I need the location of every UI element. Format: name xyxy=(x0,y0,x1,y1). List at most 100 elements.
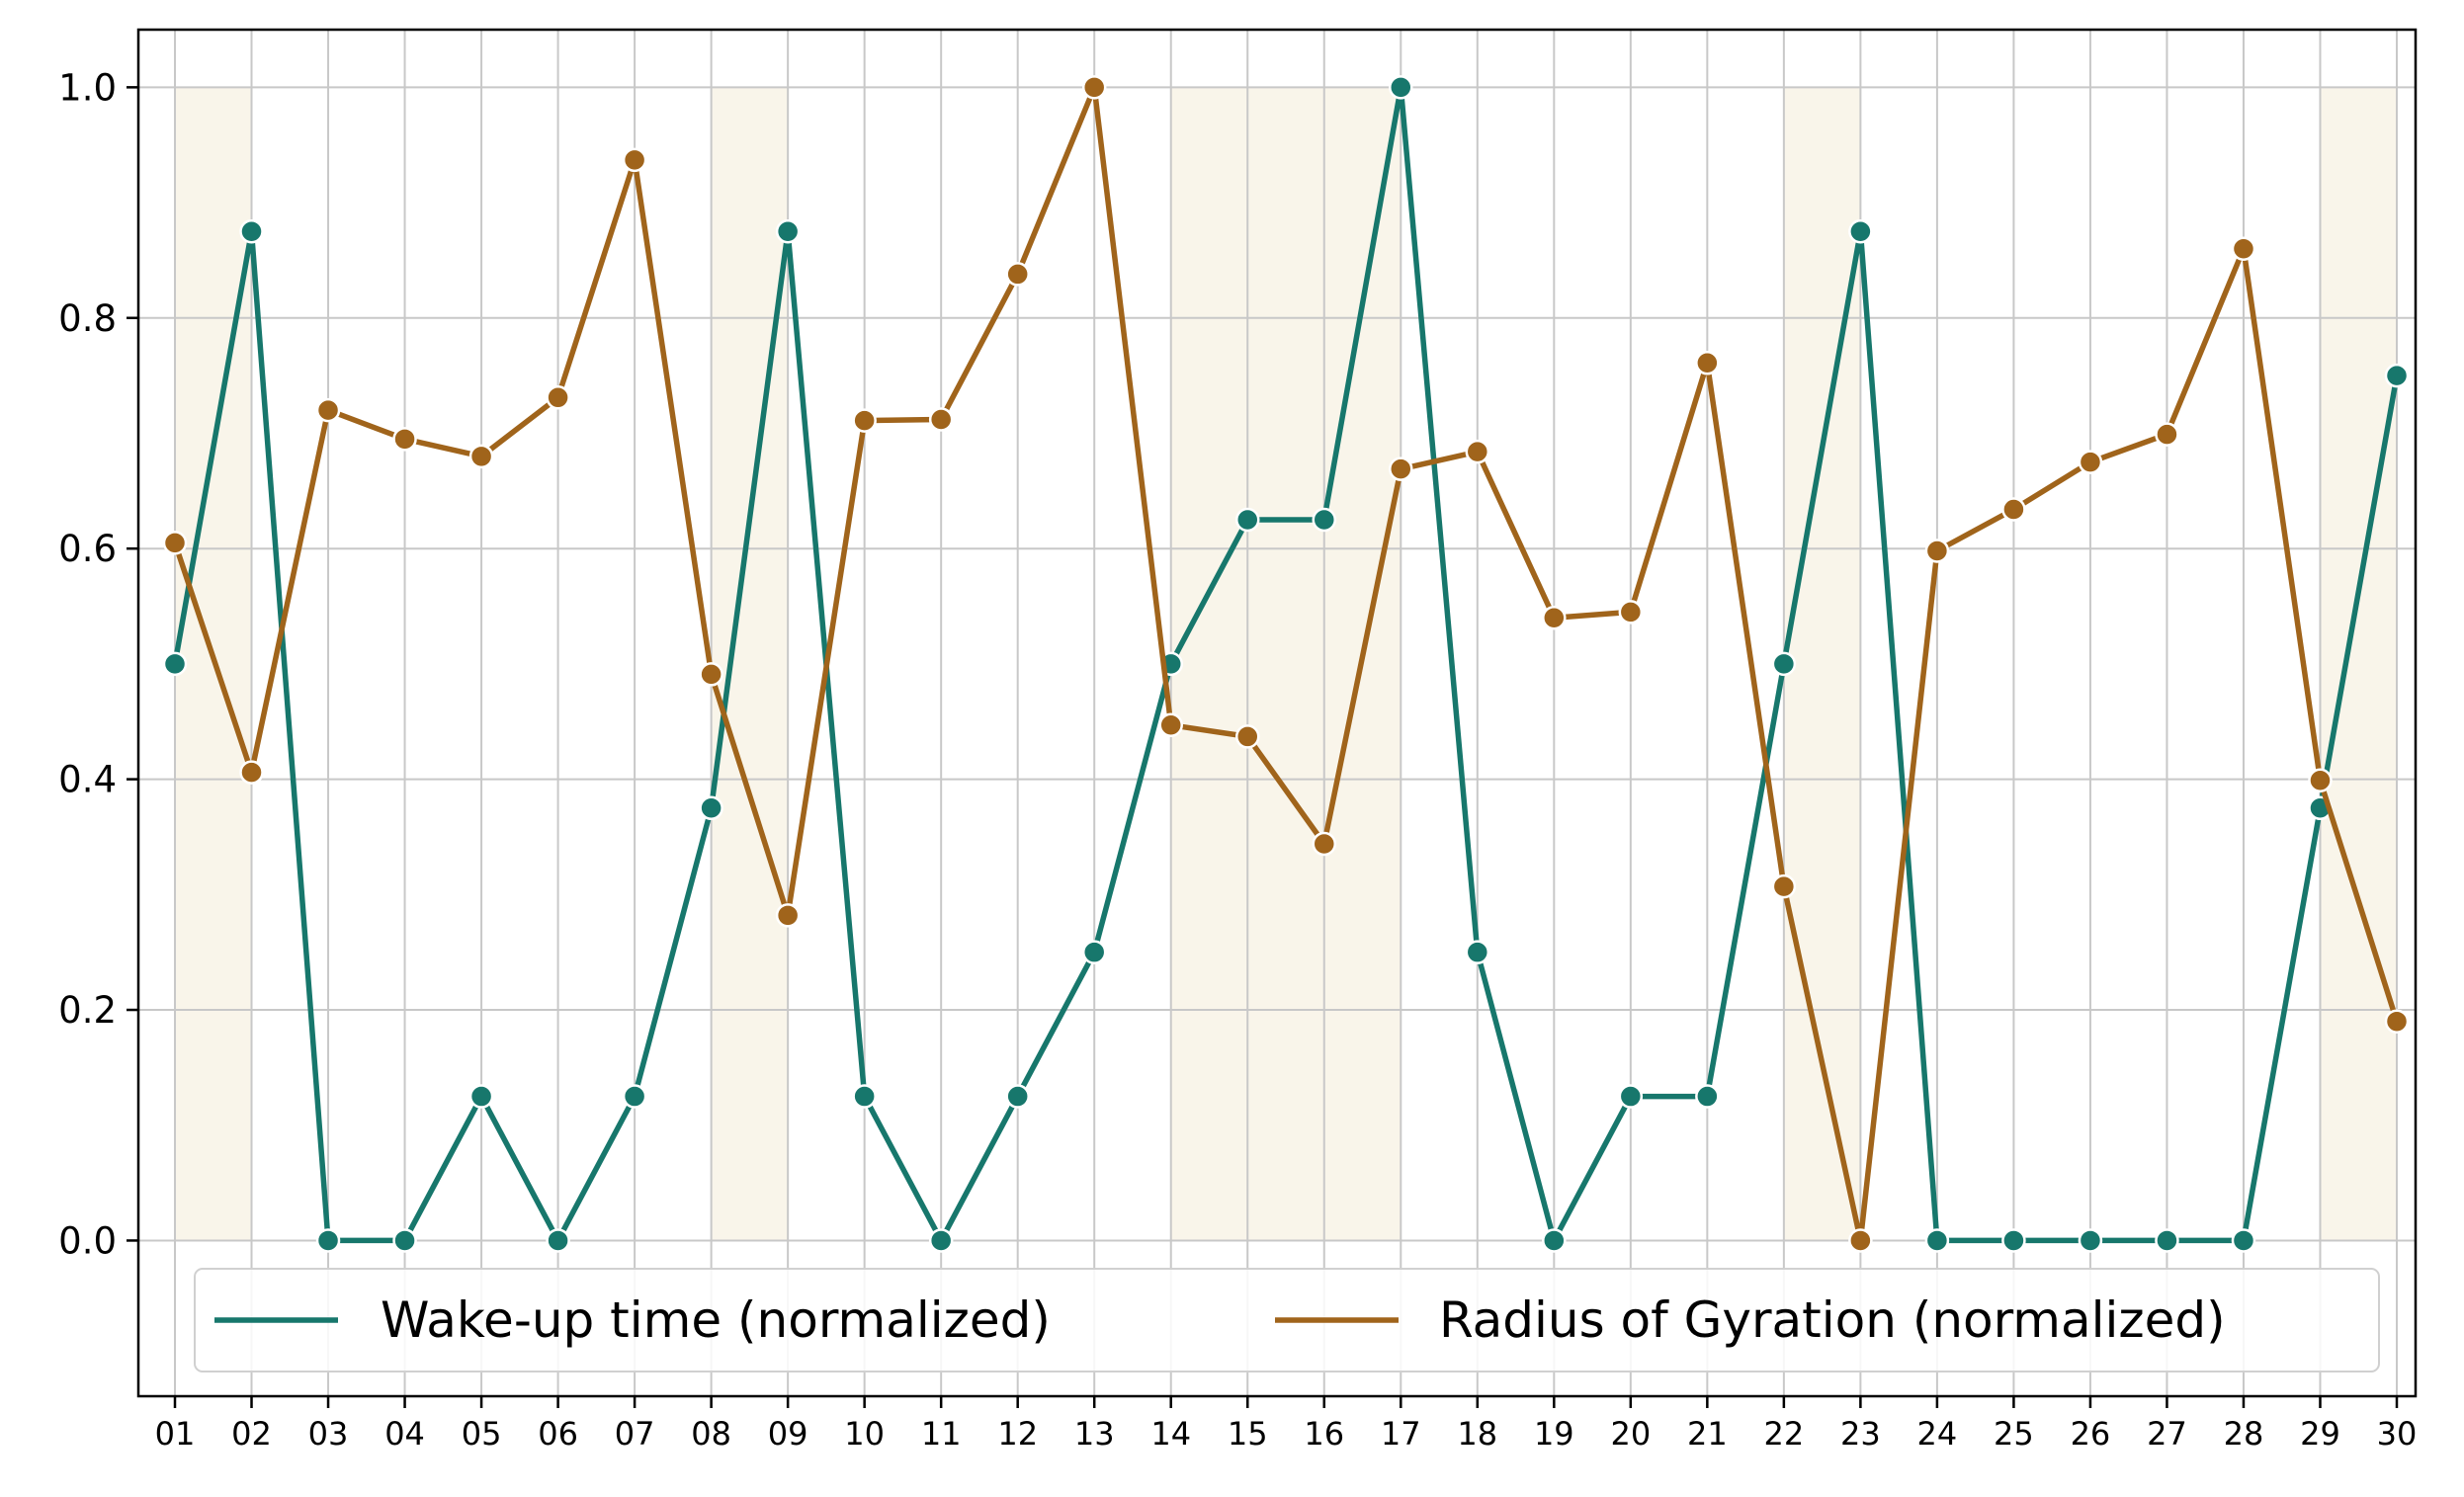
data-point xyxy=(2078,1228,2103,1253)
legend-label: Wake-up time (normalized) xyxy=(381,1291,1051,1349)
data-point xyxy=(1312,831,1337,857)
y-tick-label: 0.4 xyxy=(58,759,117,801)
x-tick-label: 06 xyxy=(538,1415,578,1453)
data-point xyxy=(699,795,723,821)
data-point xyxy=(2384,363,2410,388)
x-tick-label: 18 xyxy=(1457,1415,1497,1453)
data-point xyxy=(622,147,647,173)
data-point xyxy=(1081,75,1107,100)
x-tick-label: 22 xyxy=(1764,1415,1805,1453)
data-point xyxy=(2308,768,2333,793)
x-tick-label: 02 xyxy=(231,1415,272,1453)
x-tick-label: 15 xyxy=(1228,1415,1268,1453)
x-tick-label: 25 xyxy=(1994,1415,2034,1453)
data-point xyxy=(928,1228,954,1253)
data-point xyxy=(2001,497,2026,522)
data-point xyxy=(1924,1228,1950,1253)
data-point xyxy=(2231,1228,2256,1253)
data-point xyxy=(1542,1228,1567,1253)
x-tick-label: 08 xyxy=(691,1415,731,1453)
data-point xyxy=(315,1228,341,1253)
data-point xyxy=(1695,1084,1720,1109)
data-point xyxy=(1005,262,1030,287)
x-tick-label: 12 xyxy=(997,1415,1038,1453)
x-tick-label: 20 xyxy=(1610,1415,1651,1453)
data-point xyxy=(1771,873,1797,899)
data-point xyxy=(1618,1084,1644,1109)
data-point xyxy=(2001,1228,2026,1253)
series-line-1 xyxy=(172,84,2400,1244)
data-point xyxy=(162,531,188,555)
data-point xyxy=(1389,75,1413,100)
x-tick-label: 30 xyxy=(2377,1415,2418,1453)
legend-label: Radius of Gyration (normalized) xyxy=(1439,1291,2226,1349)
y-tick-label: 0.6 xyxy=(58,528,117,570)
y-tick-label: 0.8 xyxy=(58,297,117,340)
y-tick-label: 0.0 xyxy=(58,1219,117,1262)
data-point xyxy=(1081,940,1107,964)
x-tick-label: 07 xyxy=(615,1415,655,1453)
x-tick-label: 14 xyxy=(1150,1415,1191,1453)
data-point xyxy=(1618,600,1644,624)
data-point xyxy=(1695,351,1720,375)
plot-frame xyxy=(136,28,2418,1398)
x-tick-label: 05 xyxy=(462,1415,502,1453)
data-point xyxy=(162,651,188,677)
data-point xyxy=(1542,605,1567,630)
x-tick-label: 19 xyxy=(1534,1415,1574,1453)
x-tick-label: 11 xyxy=(921,1415,962,1453)
x-tick-label: 28 xyxy=(2224,1415,2264,1453)
x-tick-label: 04 xyxy=(384,1415,425,1453)
y-tick-label: 1.0 xyxy=(58,66,117,109)
x-tick-label: 09 xyxy=(768,1415,808,1453)
x-tick-label: 29 xyxy=(2300,1415,2340,1453)
data-point xyxy=(239,218,264,244)
data-point xyxy=(852,1084,877,1109)
data-point xyxy=(1465,940,1490,964)
x-tick-label: 16 xyxy=(1304,1415,1344,1453)
data-point xyxy=(1234,507,1260,533)
weekend-band xyxy=(1783,87,1861,1241)
data-point xyxy=(1158,712,1183,738)
x-tick-label: 23 xyxy=(1840,1415,1881,1453)
x-tick-label: 27 xyxy=(2147,1415,2187,1453)
data-point xyxy=(239,760,264,785)
data-point xyxy=(2155,1228,2179,1253)
data-point xyxy=(1924,539,1950,563)
data-point xyxy=(2078,450,2103,474)
data-point xyxy=(1389,457,1413,481)
x-tick-label: 10 xyxy=(844,1415,885,1453)
data-point xyxy=(1465,439,1490,464)
x-tick-label: 24 xyxy=(1917,1415,1958,1453)
data-point xyxy=(1312,507,1337,533)
data-point xyxy=(546,1228,570,1253)
data-point xyxy=(468,1084,494,1109)
data-point xyxy=(2155,422,2179,447)
data-point xyxy=(468,444,494,469)
data-point xyxy=(775,903,801,928)
data-point xyxy=(852,408,877,433)
data-point xyxy=(392,427,417,452)
data-point xyxy=(546,385,570,410)
data-point xyxy=(1234,724,1260,749)
data-point xyxy=(392,1228,417,1253)
data-point xyxy=(1848,1228,1873,1253)
x-tick-label: 17 xyxy=(1381,1415,1421,1453)
weekend-band xyxy=(2320,87,2397,1241)
weekend-band xyxy=(711,87,789,1241)
x-tick-label: 03 xyxy=(308,1415,349,1453)
x-tick-label: 13 xyxy=(1074,1415,1115,1453)
weekend-band xyxy=(1247,87,1324,1241)
y-tick-label: 0.2 xyxy=(58,989,117,1032)
data-point xyxy=(622,1084,647,1109)
data-point xyxy=(775,218,801,244)
data-point xyxy=(2384,1009,2410,1034)
x-tick-label: 21 xyxy=(1687,1415,1728,1453)
data-point xyxy=(699,662,723,687)
x-tick-label: 26 xyxy=(2071,1415,2111,1453)
data-point xyxy=(928,407,954,432)
series-line-2 xyxy=(172,84,2400,1244)
x-tick-label: 01 xyxy=(155,1415,196,1453)
